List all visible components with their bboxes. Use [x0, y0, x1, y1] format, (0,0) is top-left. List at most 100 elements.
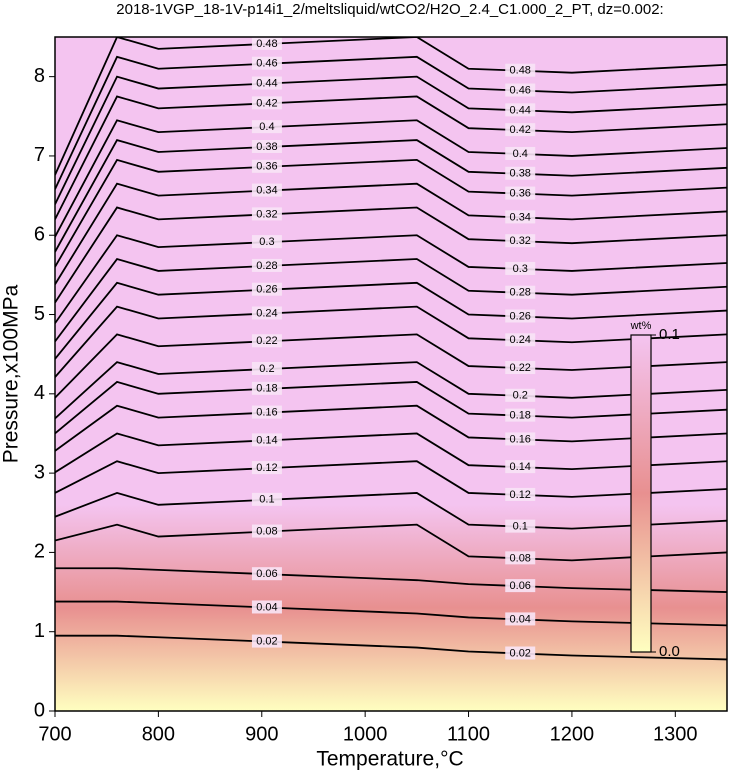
contour-label: 0.32 — [256, 208, 277, 220]
contour-line — [55, 305, 727, 378]
contour-line — [55, 158, 727, 268]
colorbar — [630, 334, 652, 653]
contour-label: 0.48 — [256, 38, 277, 50]
contour-line — [55, 206, 727, 304]
contour-label-bg — [251, 492, 282, 506]
contour-label: 0.06 — [510, 580, 531, 592]
contour-label: 0.42 — [510, 124, 531, 136]
contour-label: 0.44 — [510, 104, 531, 116]
contour-line — [55, 404, 727, 452]
x-tick-label: 1000 — [343, 723, 388, 745]
contour-label-bg — [251, 600, 282, 614]
contour-label: 0.28 — [256, 260, 277, 272]
contour-line — [55, 600, 727, 627]
y-tick-label: 3 — [34, 461, 45, 483]
contour-line — [55, 95, 727, 220]
y-tick-label: 7 — [34, 144, 45, 166]
contour-label: 0.32 — [510, 235, 531, 247]
contour-label-bg — [251, 56, 282, 70]
contour-label-bg — [505, 123, 536, 137]
contour-line — [55, 333, 727, 399]
y-tick-label: 5 — [34, 303, 45, 325]
contour-label: 0.02 — [510, 647, 531, 659]
contour-label-bg — [505, 646, 536, 660]
contour-label: 0.24 — [510, 334, 531, 346]
plot-frame — [54, 36, 728, 712]
contour-label-bg — [251, 634, 282, 648]
contour-label-bg — [251, 183, 282, 197]
contour-label: 0.44 — [256, 77, 277, 89]
contour-label: 0.18 — [256, 383, 277, 395]
contour-label: 0.08 — [510, 552, 531, 564]
y-tick-label: 8 — [34, 65, 45, 87]
contour-line — [55, 139, 727, 253]
contour-label-bg — [251, 120, 282, 134]
contour-label-bg — [251, 306, 282, 320]
contour-label: 0.04 — [256, 601, 277, 613]
contour-label-bg — [251, 258, 282, 272]
contour-label-bg — [251, 76, 282, 90]
contour-label-bg — [251, 207, 282, 221]
contour-line — [55, 182, 727, 285]
colorbar-label: wt% — [630, 320, 652, 332]
x-tick-label: 900 — [245, 723, 278, 745]
contour-label-bg — [505, 460, 536, 474]
contour-line — [55, 281, 727, 360]
contour-line — [55, 567, 727, 593]
contour-label: 0.04 — [510, 613, 531, 625]
x-tick-label: 1300 — [653, 723, 698, 745]
colorbar-tick-label: 0.1 — [659, 326, 680, 343]
contour-line — [55, 523, 727, 562]
contour-label: 0.2 — [513, 390, 528, 402]
contour-label: 0.3 — [259, 236, 274, 248]
contour-label-bg — [251, 334, 282, 348]
contour-label: 0.46 — [510, 84, 531, 96]
contour-line — [55, 257, 727, 343]
contour-label: 0.02 — [256, 635, 277, 647]
contour-label: 0.1 — [259, 494, 274, 506]
contour-label-bg — [251, 567, 282, 581]
contour-label-bg — [251, 381, 282, 395]
contour-label: 0.14 — [510, 461, 531, 473]
contour-label-bg — [505, 63, 536, 77]
contour-label: 0.22 — [256, 335, 277, 347]
contour-label: 0.38 — [256, 141, 277, 153]
y-axis-label: Pressure,x100MPa — [0, 284, 23, 463]
contour-label: 0.26 — [256, 284, 277, 296]
contour-label: 0.34 — [256, 184, 277, 196]
contour-label: 0.24 — [256, 307, 277, 319]
contour-label: 0.16 — [510, 433, 531, 445]
contour-label-bg — [505, 361, 536, 375]
contour-line — [55, 361, 727, 420]
contour-label-bg — [505, 519, 536, 533]
contour-line — [55, 119, 727, 238]
contour-label-bg — [505, 309, 536, 323]
contour-label-bg — [505, 551, 536, 565]
contour-label-bg — [251, 235, 282, 249]
contour-label: 0.1 — [513, 521, 528, 533]
contour-label: 0.16 — [256, 407, 277, 419]
contour-label-bg — [505, 333, 536, 347]
contour-label: 0.34 — [510, 211, 531, 223]
contour-label-bg — [251, 159, 282, 173]
contour-label: 0.14 — [256, 434, 277, 446]
contour-label-bg — [251, 362, 282, 376]
contour-line — [55, 432, 727, 474]
contour-line — [55, 460, 727, 498]
contour-label: 0.22 — [510, 362, 531, 374]
contour-label-bg — [505, 285, 536, 299]
y-tick-label: 6 — [34, 224, 45, 246]
contour-label-bg — [251, 524, 282, 538]
contour-label: 0.4 — [259, 121, 274, 133]
contour-label-bg — [505, 146, 536, 160]
contour-label: 0.12 — [510, 489, 531, 501]
y-tick-label: 2 — [34, 541, 45, 563]
contour-label-bg — [251, 405, 282, 419]
contour-label-bg — [505, 210, 536, 224]
contour-label-bg — [251, 96, 282, 110]
contour-label-bg — [505, 612, 536, 626]
contour-label: 0.48 — [510, 65, 531, 77]
contour-label: 0.2 — [259, 363, 274, 375]
x-tick-label: 800 — [142, 723, 175, 745]
colorbar-tick-label: 0.0 — [659, 643, 680, 660]
